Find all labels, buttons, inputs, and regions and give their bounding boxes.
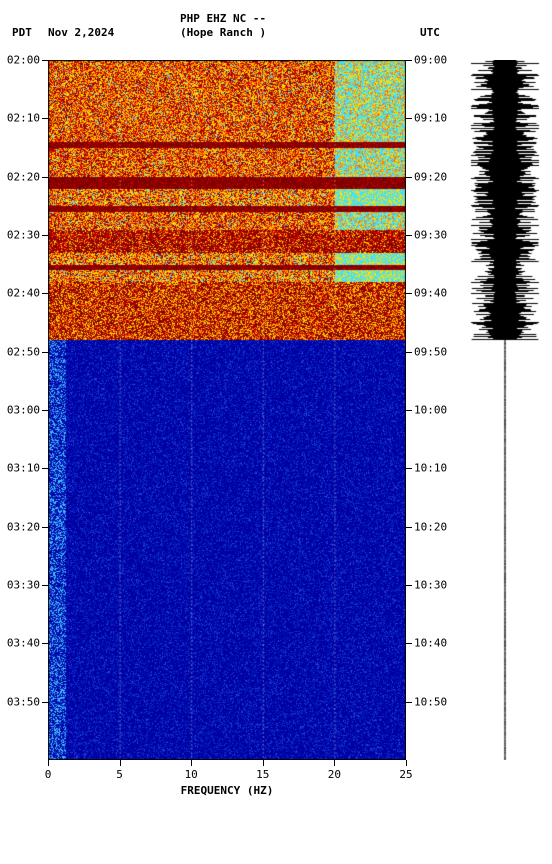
x-tick [406, 760, 407, 766]
y-tick [406, 352, 412, 353]
y-tick-label: 10:40 [414, 637, 447, 650]
x-axis-label: FREQUENCY (HZ) [181, 784, 274, 797]
x-tick [263, 760, 264, 766]
x-tick [191, 760, 192, 766]
y-tick-label: 09:10 [414, 112, 447, 125]
y-tick [406, 643, 412, 644]
y-tick [406, 177, 412, 178]
date: Nov 2,2024 [48, 26, 114, 39]
y-tick-label: 02:10 [7, 112, 40, 125]
y-tick-label: 03:50 [7, 695, 40, 708]
y-tick-label: 02:00 [7, 54, 40, 67]
y-tick-label: 09:30 [414, 229, 447, 242]
x-tick-label: 0 [45, 768, 52, 781]
axis-right-utc: 09:0009:1009:2009:3009:4009:5010:0010:10… [406, 60, 454, 760]
y-tick [406, 585, 412, 586]
y-tick-label: 02:30 [7, 229, 40, 242]
x-tick-label: 20 [328, 768, 341, 781]
y-tick [406, 60, 412, 61]
y-tick-label: 09:20 [414, 170, 447, 183]
y-tick-label: 02:20 [7, 170, 40, 183]
y-tick-label: 09:50 [414, 345, 447, 358]
y-tick-label: 09:00 [414, 54, 447, 67]
y-tick-label: 10:20 [414, 520, 447, 533]
y-tick [406, 118, 412, 119]
y-tick [406, 410, 412, 411]
left-timezone: PDT [12, 26, 32, 39]
y-tick-label: 10:30 [414, 579, 447, 592]
y-tick-label: 10:50 [414, 695, 447, 708]
axis-left-pdt: 02:0002:1002:2002:3002:4002:5003:0003:10… [0, 60, 48, 760]
y-tick-label: 03:30 [7, 579, 40, 592]
y-tick-label: 10:00 [414, 404, 447, 417]
x-tick [48, 760, 49, 766]
x-tick-label: 10 [185, 768, 198, 781]
axis-x-frequency: FREQUENCY (HZ) 0510152025 [48, 760, 406, 800]
y-tick-label: 03:40 [7, 637, 40, 650]
y-tick-label: 02:50 [7, 345, 40, 358]
waveform [470, 60, 540, 760]
y-tick-label: 10:10 [414, 462, 447, 475]
y-tick [406, 235, 412, 236]
station: PHP EHZ NC -- [180, 12, 266, 25]
y-tick-label: 02:40 [7, 287, 40, 300]
y-tick [406, 293, 412, 294]
y-tick-label: 03:00 [7, 404, 40, 417]
y-tick-label: 03:20 [7, 520, 40, 533]
y-tick [406, 702, 412, 703]
y-tick [406, 527, 412, 528]
location: (Hope Ranch ) [180, 26, 266, 39]
y-tick-label: 03:10 [7, 462, 40, 475]
x-tick [334, 760, 335, 766]
x-tick [120, 760, 121, 766]
spectrogram [48, 60, 406, 760]
y-tick [406, 468, 412, 469]
y-tick-label: 09:40 [414, 287, 447, 300]
right-timezone: UTC [420, 26, 440, 39]
x-tick-label: 25 [399, 768, 412, 781]
x-tick-label: 15 [256, 768, 269, 781]
x-tick-label: 5 [116, 768, 123, 781]
